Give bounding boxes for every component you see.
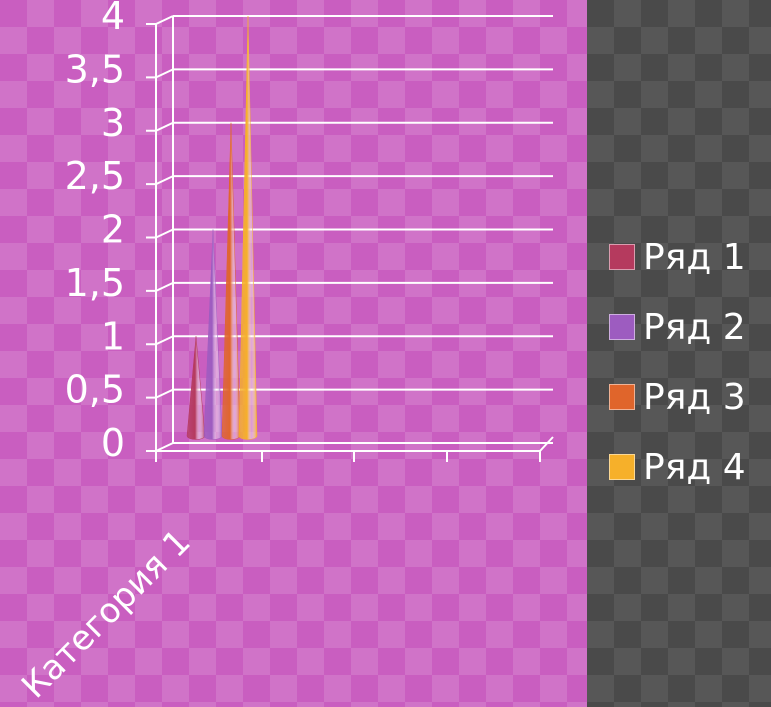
y-tick-label: 0,5 bbox=[65, 368, 125, 412]
legend-item: Ряд 2 bbox=[609, 302, 771, 352]
y-tick-label: 1,5 bbox=[65, 261, 125, 305]
legend-label: Ряд 3 bbox=[643, 376, 746, 418]
legend-swatch bbox=[609, 384, 635, 410]
plot-background bbox=[0, 0, 587, 707]
cone-4 bbox=[238, 15, 258, 440]
gridline-depth bbox=[155, 388, 174, 399]
legend-label: Ряд 1 bbox=[643, 236, 746, 278]
gridline-depth bbox=[155, 281, 174, 292]
gridline-depth bbox=[155, 175, 174, 186]
legend-background bbox=[587, 0, 771, 707]
legend-item: Ряд 3 bbox=[609, 372, 771, 422]
gridline-depth bbox=[155, 68, 174, 79]
legend-swatch bbox=[609, 454, 635, 480]
y-tick-label: 2 bbox=[101, 208, 125, 252]
gridline-depth bbox=[155, 228, 174, 239]
gridlines bbox=[155, 15, 553, 452]
cone-chart: 0 0,5 1 1,5 2 2,5 3 3,5 4 Категория 1 bbox=[14, 0, 554, 707]
cone-1 bbox=[186, 336, 206, 440]
gridline-depth bbox=[155, 442, 174, 452]
legend-swatch bbox=[609, 244, 635, 270]
legend: Ряд 1 Ряд 2 Ряд 3 Ряд 4 bbox=[609, 232, 771, 512]
legend-item: Ряд 4 bbox=[609, 442, 771, 492]
y-tick-label: 0 bbox=[101, 421, 125, 465]
gridline-depth bbox=[155, 121, 174, 132]
gridline-depth bbox=[155, 335, 174, 346]
y-tick-label: 2,5 bbox=[65, 154, 125, 198]
cones bbox=[186, 15, 258, 440]
y-tick-label: 1 bbox=[101, 314, 125, 358]
legend-swatch bbox=[609, 314, 635, 340]
gridline-depth bbox=[155, 15, 174, 25]
cone-3 bbox=[221, 122, 241, 440]
legend-label: Ряд 2 bbox=[643, 306, 746, 348]
y-tick-label: 3,5 bbox=[65, 47, 125, 91]
axes bbox=[146, 16, 554, 462]
legend-label: Ряд 4 bbox=[643, 446, 746, 488]
floor-edge bbox=[539, 436, 554, 452]
y-tick-label: 3 bbox=[101, 101, 125, 145]
category-labels: Категория 1 bbox=[14, 522, 199, 707]
cone-2 bbox=[203, 229, 223, 440]
legend-item: Ряд 1 bbox=[609, 232, 771, 282]
y-tick-label: 4 bbox=[101, 0, 125, 38]
category-label: Категория 1 bbox=[14, 522, 199, 707]
y-tick-labels: 0 0,5 1 1,5 2 2,5 3 3,5 4 bbox=[65, 0, 125, 465]
